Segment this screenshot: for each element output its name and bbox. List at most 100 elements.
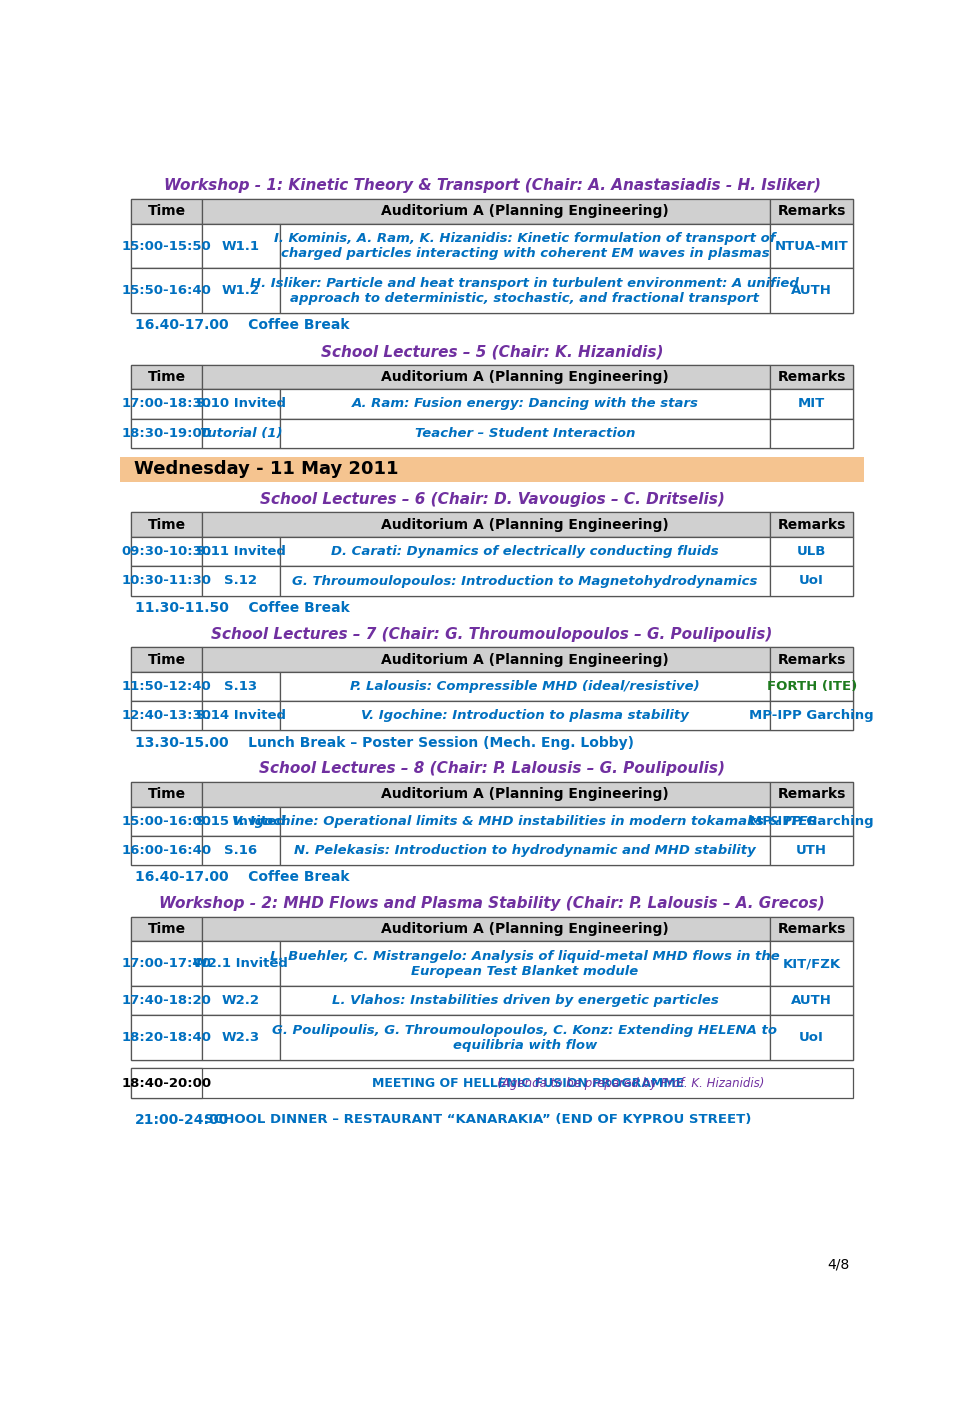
Bar xyxy=(203,783,770,807)
Text: Remarks: Remarks xyxy=(778,922,846,935)
Bar xyxy=(770,567,853,595)
Text: 11:50-12:40: 11:50-12:40 xyxy=(122,680,211,693)
Text: 21:00-24:00: 21:00-24:00 xyxy=(134,1112,229,1127)
Bar xyxy=(131,701,203,730)
Bar xyxy=(203,567,279,595)
Bar xyxy=(203,701,279,730)
Text: L. Vlahos: Instabilities driven by energetic particles: L. Vlahos: Instabilities driven by energ… xyxy=(331,994,718,1007)
Text: School Lectures – 6 (Chair: D. Vavougios – C. Dritselis): School Lectures – 6 (Chair: D. Vavougios… xyxy=(259,491,725,507)
Text: Remarks: Remarks xyxy=(778,653,846,667)
Text: 17:00-18:30: 17:00-18:30 xyxy=(122,397,211,410)
Text: 18:40-20:00: 18:40-20:00 xyxy=(121,1077,211,1090)
Text: European Test Blanket module: European Test Blanket module xyxy=(411,965,638,978)
Text: Teacher – Student Interaction: Teacher – Student Interaction xyxy=(415,427,636,440)
Text: 18:20-18:40: 18:20-18:40 xyxy=(122,1031,211,1044)
Bar xyxy=(203,364,770,390)
Bar xyxy=(131,917,853,941)
Text: 18:30-19:00: 18:30-19:00 xyxy=(122,427,211,440)
Bar xyxy=(131,364,853,390)
Text: UoI: UoI xyxy=(800,574,824,587)
Bar xyxy=(131,671,853,701)
Text: MIT: MIT xyxy=(798,397,826,410)
Text: Time: Time xyxy=(148,922,185,935)
Text: Auditorium A (Planning Engineering): Auditorium A (Planning Engineering) xyxy=(381,922,669,935)
Bar xyxy=(770,985,853,1015)
Text: W2.1 Invited: W2.1 Invited xyxy=(194,957,288,970)
Text: Time: Time xyxy=(148,787,185,801)
Bar xyxy=(770,917,853,941)
Text: FORTH (ITE): FORTH (ITE) xyxy=(767,680,857,693)
Text: School Lectures – 5 (Chair: K. Hizanidis): School Lectures – 5 (Chair: K. Hizanidis… xyxy=(321,344,663,358)
Bar xyxy=(770,701,853,730)
Text: MP-IPP Garching: MP-IPP Garching xyxy=(750,815,874,828)
Bar xyxy=(131,364,203,390)
Bar xyxy=(770,198,853,224)
Bar xyxy=(770,671,853,701)
Bar xyxy=(203,224,279,268)
Bar xyxy=(279,390,770,418)
Bar xyxy=(131,917,203,941)
Text: Wednesday - 11 May 2011: Wednesday - 11 May 2011 xyxy=(134,460,398,478)
Bar xyxy=(770,224,853,268)
Text: S.10 Invited: S.10 Invited xyxy=(196,397,286,410)
Bar xyxy=(203,807,279,835)
Text: Time: Time xyxy=(148,518,185,531)
Bar xyxy=(279,941,770,985)
Bar xyxy=(203,390,279,418)
Bar xyxy=(131,783,853,807)
Bar xyxy=(131,671,203,701)
Text: Remarks: Remarks xyxy=(778,518,846,531)
Text: NTUA-MIT: NTUA-MIT xyxy=(775,240,849,253)
Bar xyxy=(770,647,853,671)
Bar xyxy=(131,418,853,448)
Bar xyxy=(203,671,279,701)
Text: G. Poulipoulis, G. Throumoulopoulos, C. Konz: Extending HELENA to: G. Poulipoulis, G. Throumoulopoulos, C. … xyxy=(273,1024,778,1037)
Text: S.15 Invited: S.15 Invited xyxy=(196,815,286,828)
Text: UoI: UoI xyxy=(800,1031,824,1044)
Bar xyxy=(131,537,853,567)
Bar xyxy=(131,513,203,537)
Text: Auditorium A (Planning Engineering): Auditorium A (Planning Engineering) xyxy=(381,787,669,801)
Text: 11.30-11.50    Coffee Break: 11.30-11.50 Coffee Break xyxy=(134,601,349,615)
Bar xyxy=(131,1068,203,1098)
Text: Workshop - 1: Kinetic Theory & Transport (Chair: A. Anastasiadis - H. Isliker): Workshop - 1: Kinetic Theory & Transport… xyxy=(163,178,821,193)
Text: V. Igochine: Introduction to plasma stability: V. Igochine: Introduction to plasma stab… xyxy=(361,710,689,723)
Text: equilibria with flow: equilibria with flow xyxy=(453,1038,597,1051)
Text: Remarks: Remarks xyxy=(778,787,846,801)
Bar xyxy=(131,807,853,835)
Bar xyxy=(203,917,770,941)
Text: A. Ram: Fusion energy: Dancing with the stars: A. Ram: Fusion energy: Dancing with the … xyxy=(351,397,698,410)
Text: (Agenda to be prepared by Prof. K. Hizanidis): (Agenda to be prepared by Prof. K. Hizan… xyxy=(291,1077,764,1090)
Text: MP-IPP Garching: MP-IPP Garching xyxy=(750,710,874,723)
Bar xyxy=(131,985,203,1015)
Text: S.11 Invited: S.11 Invited xyxy=(196,545,286,558)
Bar xyxy=(770,807,853,835)
Text: P. Lalousis: Compressible MHD (ideal/resistive): P. Lalousis: Compressible MHD (ideal/res… xyxy=(350,680,700,693)
Bar xyxy=(131,198,853,224)
Text: AUTH: AUTH xyxy=(791,994,832,1007)
Bar xyxy=(770,513,853,537)
Bar xyxy=(131,941,853,985)
Text: Tutorial (1): Tutorial (1) xyxy=(200,427,282,440)
Bar xyxy=(131,985,853,1015)
Text: AUTH: AUTH xyxy=(791,284,832,297)
Text: MEETING OF HELLENIC FUSION PROGRAMME: MEETING OF HELLENIC FUSION PROGRAMME xyxy=(372,1077,684,1090)
Bar xyxy=(203,268,279,313)
Bar xyxy=(131,1015,203,1060)
Text: Time: Time xyxy=(148,204,185,218)
Bar xyxy=(770,364,853,390)
Bar xyxy=(279,701,770,730)
Text: Time: Time xyxy=(148,370,185,384)
Bar xyxy=(770,1015,853,1060)
Bar xyxy=(203,835,279,865)
Text: D. Carati: Dynamics of electrically conducting fluids: D. Carati: Dynamics of electrically cond… xyxy=(331,545,719,558)
Text: KIT/FZK: KIT/FZK xyxy=(782,957,841,970)
Text: S.14 Invited: S.14 Invited xyxy=(196,710,286,723)
Text: Remarks: Remarks xyxy=(778,204,846,218)
Text: 16.40-17.00    Coffee Break: 16.40-17.00 Coffee Break xyxy=(134,318,349,333)
Bar xyxy=(131,268,853,313)
Bar xyxy=(131,647,203,671)
Text: 16:00-16:40: 16:00-16:40 xyxy=(121,844,211,857)
Bar xyxy=(770,537,853,567)
Bar xyxy=(131,198,203,224)
